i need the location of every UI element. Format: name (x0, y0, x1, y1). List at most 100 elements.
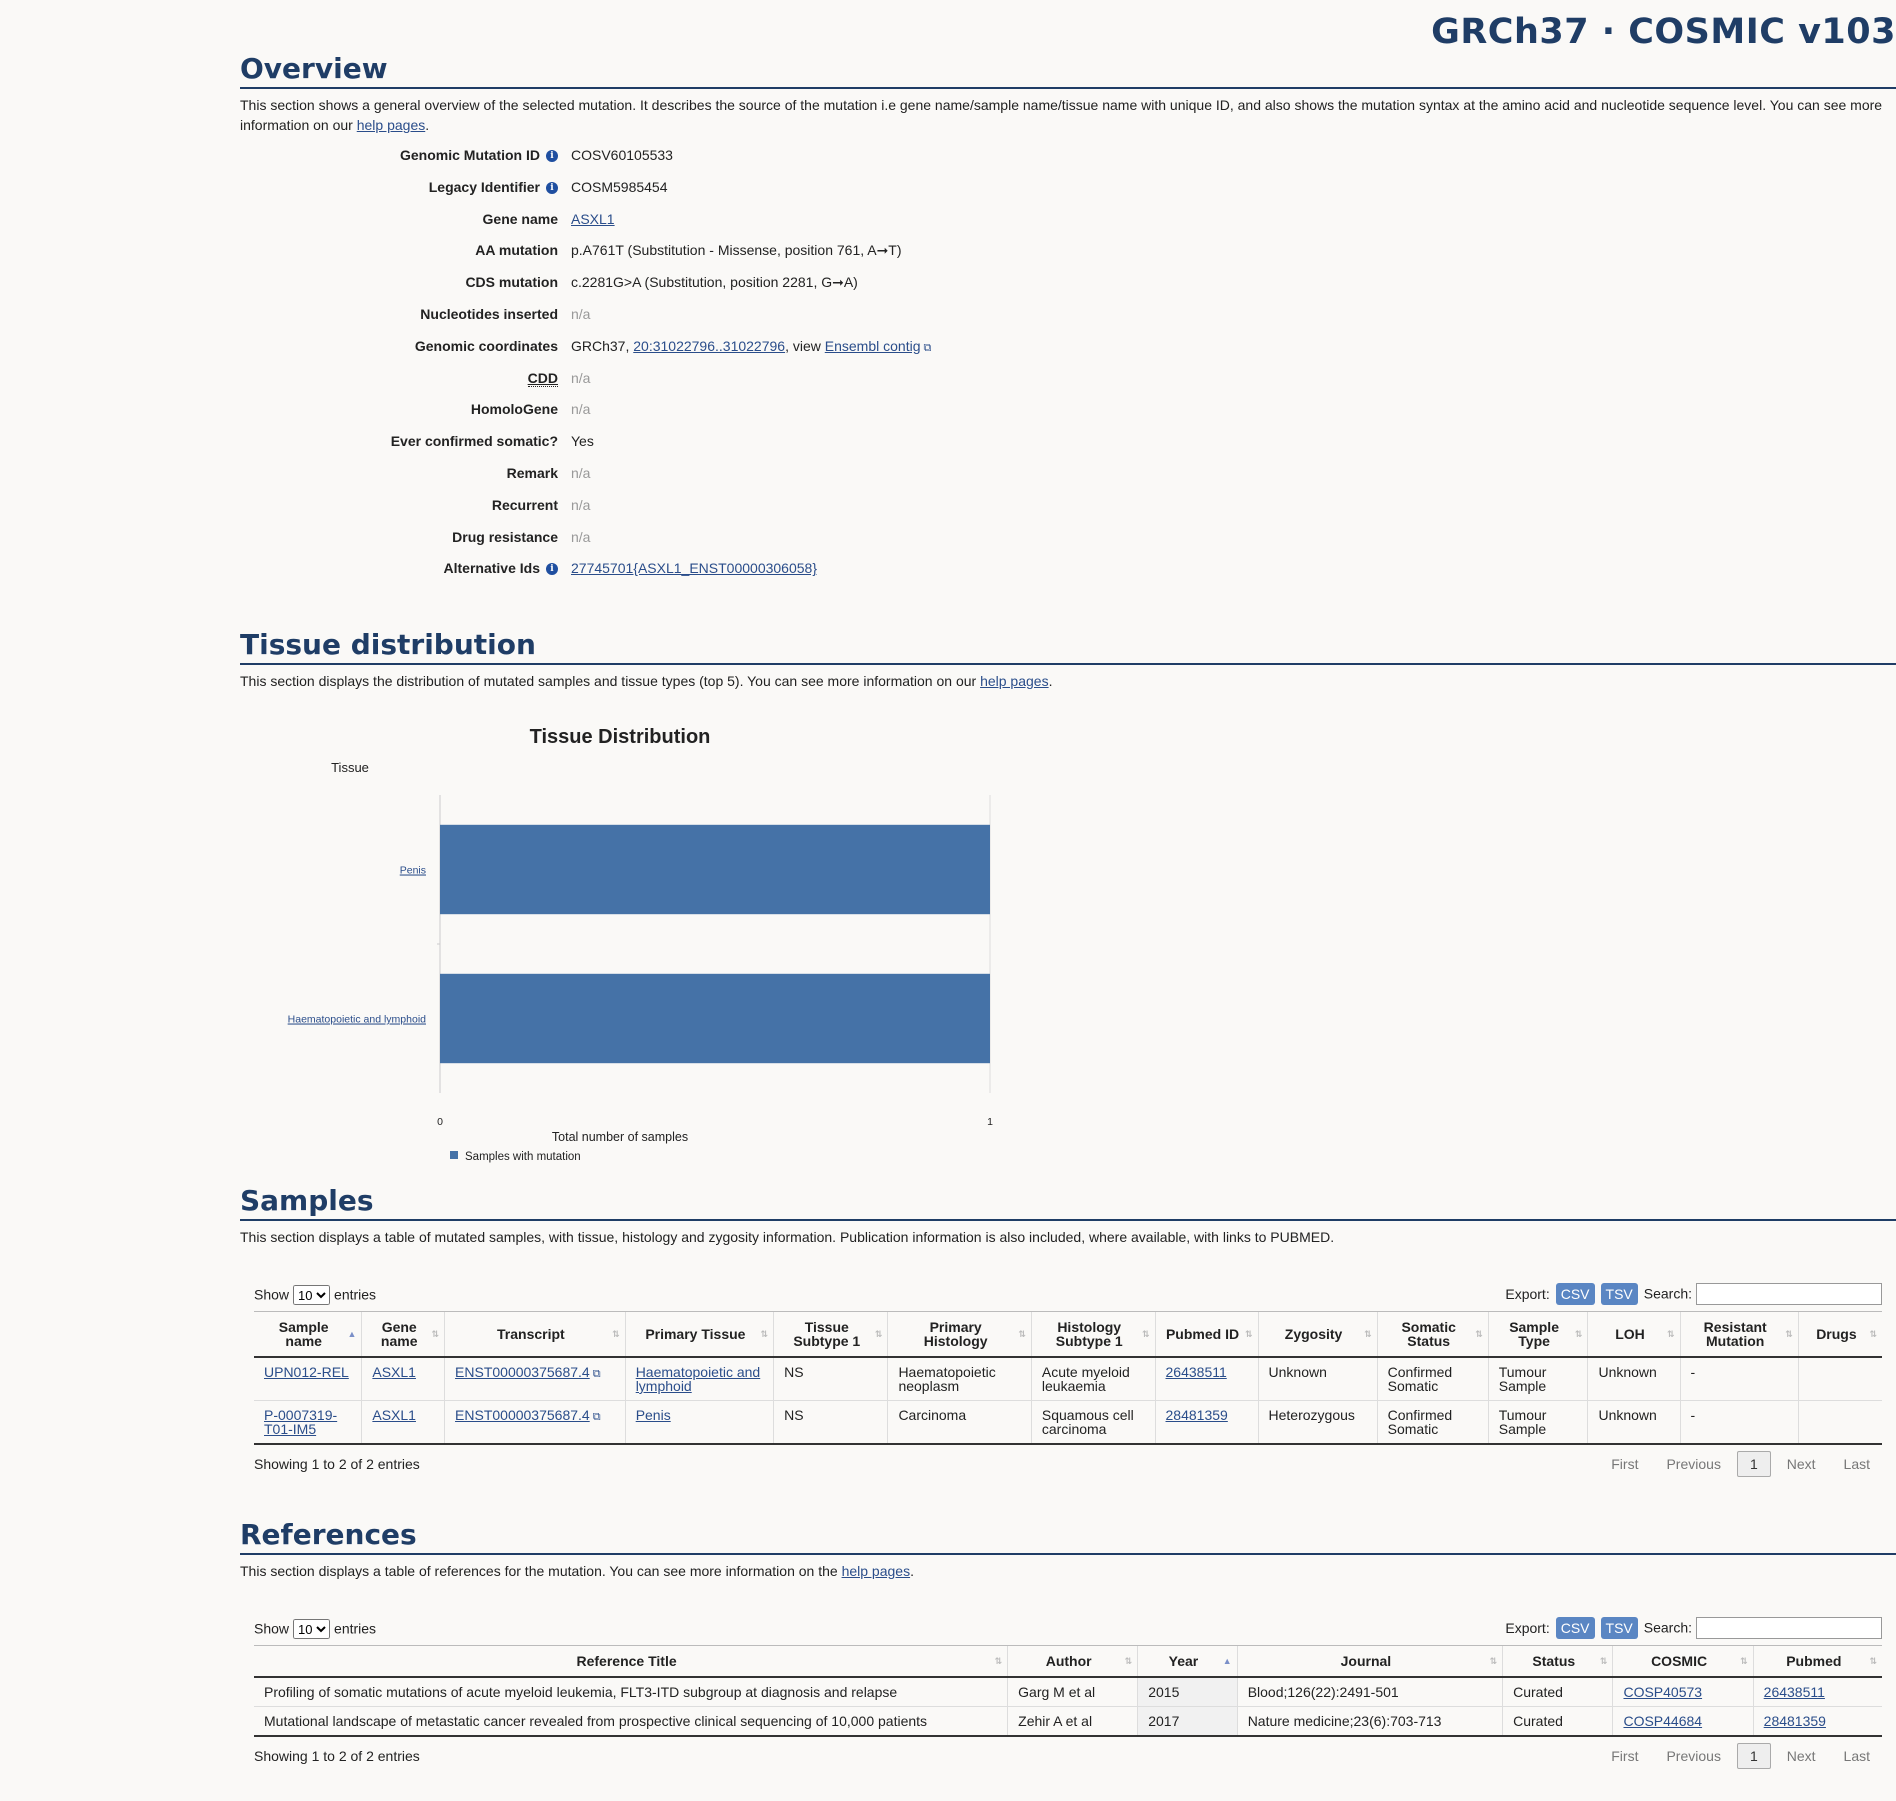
category-label[interactable]: Haematopoietic and lymphoid (288, 1014, 426, 1026)
last-page-button[interactable]: Last (1843, 1456, 1870, 1472)
tissue-intro-text: This section displays the distribution o… (240, 673, 981, 689)
references-heading: References (240, 1518, 1896, 1555)
alternative-id-link[interactable]: 27745701{ASXL1_ENST00000306058} (571, 560, 817, 577)
column-header[interactable]: Journal ⇅ (1236, 1645, 1503, 1678)
column-header[interactable]: Transcript ⇅ (444, 1311, 626, 1358)
table-cell: Squamous cell carcinoma (1030, 1400, 1156, 1445)
tissue-link[interactable]: Penis (635, 1407, 671, 1423)
table-cell: Tumour Sample (1487, 1400, 1588, 1445)
cosmic-paper-link[interactable]: COSP44684 (1623, 1713, 1703, 1729)
sample-link[interactable]: P-0007319-T01-IM5 (264, 1407, 338, 1437)
references-table: Reference Title ⇅ Author ⇅ Year ▲ Journal ⇅ Stat… (254, 1645, 1882, 1737)
info-icon[interactable]: i (546, 563, 558, 576)
samples-pagination: First Previous 1 Next Last (1599, 1451, 1882, 1477)
references-help-link[interactable]: help pages (841, 1563, 911, 1579)
tissue-link[interactable]: Haematopoietic and lymphoid (635, 1364, 761, 1394)
table-cell: Penis (624, 1400, 774, 1445)
coordinates-link[interactable]: 20:31022796..31022796 (633, 337, 786, 354)
column-header[interactable]: Sample name ▲ (254, 1311, 362, 1358)
next-page-button[interactable]: Next (1786, 1748, 1816, 1764)
info-icon[interactable]: i (546, 181, 558, 194)
column-header[interactable]: Status ⇅ (1502, 1645, 1613, 1678)
overview-help-link[interactable]: help pages (356, 117, 426, 133)
transcript-link[interactable]: ENST00000375687.4 (455, 1407, 590, 1423)
samples-search-input[interactable] (1696, 1283, 1882, 1305)
sort-icon: ⇅ (1018, 1329, 1026, 1339)
transcript-link[interactable]: ENST00000375687.4 (455, 1364, 590, 1380)
column-header[interactable]: Zygosity ⇅ (1257, 1311, 1378, 1358)
references-length-select[interactable]: 10 (293, 1619, 331, 1639)
field-genomic-coordinates: Genomic coordinates GRCh37, 20:31022796.… (240, 338, 1896, 370)
column-header[interactable]: Drugs ⇅ (1797, 1311, 1882, 1358)
column-header[interactable]: Somatic Status ⇅ (1376, 1311, 1489, 1358)
category-label[interactable]: Penis (400, 865, 426, 877)
cosmic-paper-link[interactable]: COSP40573 (1623, 1684, 1703, 1700)
ensembl-contig-link[interactable]: Ensembl contig (824, 337, 921, 354)
sample-link[interactable]: UPN012-REL (264, 1364, 349, 1380)
column-header[interactable]: Author ⇅ (1007, 1645, 1138, 1678)
first-page-button[interactable]: First (1611, 1748, 1639, 1764)
field-value: n/a (571, 464, 591, 481)
table-row: Mutational landscape of metastatic cance… (254, 1706, 1882, 1737)
tissue-intro-end: . (1048, 673, 1053, 689)
samples-length-select[interactable]: 10 (293, 1285, 331, 1305)
references-search-input[interactable] (1696, 1617, 1882, 1639)
tissue-help-link[interactable]: help pages (980, 673, 1049, 689)
previous-page-button[interactable]: Previous (1666, 1456, 1721, 1472)
references-csv-button[interactable]: CSV (1555, 1617, 1595, 1639)
column-header[interactable]: Reference Title ⇅ (254, 1645, 1008, 1678)
column-header[interactable]: Gene name ⇅ (361, 1311, 445, 1358)
gene-link[interactable]: ASXL1 (372, 1407, 416, 1423)
column-header[interactable]: Histology Subtype 1 ⇅ (1030, 1311, 1156, 1358)
bar[interactable] (440, 824, 990, 915)
field-label: Alternative Ids (443, 560, 540, 577)
page-1-button[interactable]: 1 (1736, 1451, 1771, 1477)
column-header[interactable]: Pubmed ⇅ (1752, 1645, 1882, 1678)
legend-label[interactable]: Samples with mutation (465, 1151, 581, 1163)
sort-icon: ⇅ (1785, 1329, 1793, 1339)
overview-intro-text: This section shows a general overview of… (240, 97, 1883, 133)
next-page-button[interactable]: Next (1786, 1456, 1816, 1472)
column-header[interactable]: Year ▲ (1137, 1645, 1238, 1678)
first-page-button[interactable]: First (1611, 1456, 1639, 1472)
column-header[interactable]: COSMIC ⇅ (1612, 1645, 1754, 1678)
field-ever-confirmed-somatic: Ever confirmed somatic? Yes (240, 433, 1896, 465)
table-cell: Confirmed Somatic (1376, 1356, 1489, 1401)
column-header[interactable]: Tissue Subtype 1 ⇅ (773, 1311, 888, 1358)
references-search-label: Search: (1643, 1619, 1692, 1636)
page-1-button[interactable]: 1 (1736, 1743, 1771, 1769)
sort-icon: ⇅ (1869, 1329, 1877, 1339)
field-cds-mutation: CDS mutation c.2281G>A (Substitution, po… (240, 274, 1896, 306)
column-header[interactable]: Primary Tissue ⇅ (624, 1311, 774, 1358)
column-header[interactable]: Primary Histology ⇅ (887, 1311, 1032, 1358)
pubmed-link[interactable]: 26438511 (1763, 1684, 1825, 1700)
pubmed-link[interactable]: 26438511 (1165, 1364, 1227, 1380)
last-page-button[interactable]: Last (1843, 1748, 1870, 1764)
column-header[interactable]: Pubmed ID ⇅ (1154, 1311, 1259, 1358)
table-cell: Profiling of somatic mutations of acute … (254, 1676, 1008, 1707)
samples-csv-button[interactable]: CSV (1555, 1283, 1595, 1305)
previous-page-button[interactable]: Previous (1666, 1748, 1721, 1764)
table-cell: Garg M et al (1007, 1676, 1138, 1707)
info-icon[interactable]: i (546, 150, 558, 162)
table-row: P-0007319-T01-IM5 ASXL1 ENST00000375687.4 ⧉… (254, 1400, 1882, 1445)
column-header[interactable]: Sample Type ⇅ (1487, 1311, 1588, 1358)
bar[interactable] (440, 973, 990, 1064)
field-drug-resistance: Drug resistance n/a (240, 529, 1896, 561)
samples-tsv-button[interactable]: TSV (1600, 1283, 1638, 1305)
sort-icon: ⇅ (1364, 1329, 1372, 1339)
column-header[interactable]: Resistant Mutation ⇅ (1679, 1311, 1799, 1358)
pubmed-link[interactable]: 28481359 (1165, 1407, 1228, 1423)
references-tsv-button[interactable]: TSV (1600, 1617, 1638, 1639)
sort-icon: ⇅ (1574, 1329, 1583, 1339)
gene-link[interactable]: ASXL1 (571, 210, 615, 227)
references-table-info: Showing 1 to 2 of 2 entries (254, 1748, 420, 1764)
field-legacy-identifier: Legacy Identifier i COSM5985454 (240, 179, 1896, 211)
pubmed-link[interactable]: 28481359 (1763, 1713, 1826, 1729)
references-pagination: First Previous 1 Next Last (1599, 1743, 1882, 1769)
overview-heading: Overview (240, 52, 1896, 89)
field-label: Nucleotides inserted (420, 305, 558, 322)
table-cell: Acute myeloid leukaemia (1030, 1356, 1156, 1401)
gene-link[interactable]: ASXL1 (372, 1364, 416, 1380)
column-header[interactable]: LOH ⇅ (1587, 1311, 1681, 1358)
